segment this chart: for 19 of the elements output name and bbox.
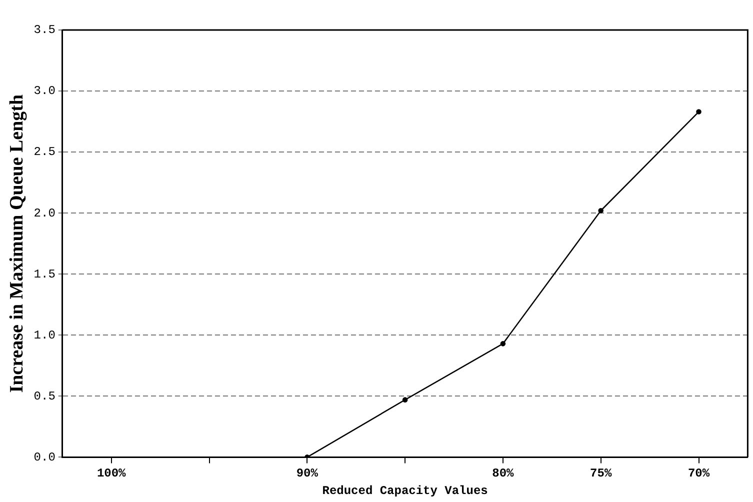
x-tick-label: 100% bbox=[96, 466, 127, 480]
y-axis-title: Increase in Maximum Queue Length bbox=[6, 94, 28, 393]
x-tick-label: 70% bbox=[688, 466, 710, 480]
x-axis-title: Reduced Capacity Values bbox=[322, 484, 488, 498]
x-tick-label: 80% bbox=[492, 466, 515, 480]
y-tick-label: 2.0 bbox=[34, 206, 56, 220]
point bbox=[696, 109, 702, 114]
x-tick-label: 90% bbox=[296, 466, 319, 480]
y-tick-label: 0.0 bbox=[34, 450, 56, 464]
point bbox=[402, 397, 408, 402]
y-tick-label: 2.5 bbox=[34, 145, 56, 160]
x-tick-label: 75% bbox=[590, 466, 612, 480]
point bbox=[500, 341, 506, 346]
y-tick-label: 3.5 bbox=[34, 23, 56, 38]
point bbox=[598, 208, 604, 214]
y-tick-label: 1.0 bbox=[34, 328, 56, 342]
y-tick-label: 3.0 bbox=[34, 84, 56, 98]
y-tick-label: 0.5 bbox=[34, 389, 56, 404]
y-tick-label: 1.5 bbox=[34, 267, 56, 282]
